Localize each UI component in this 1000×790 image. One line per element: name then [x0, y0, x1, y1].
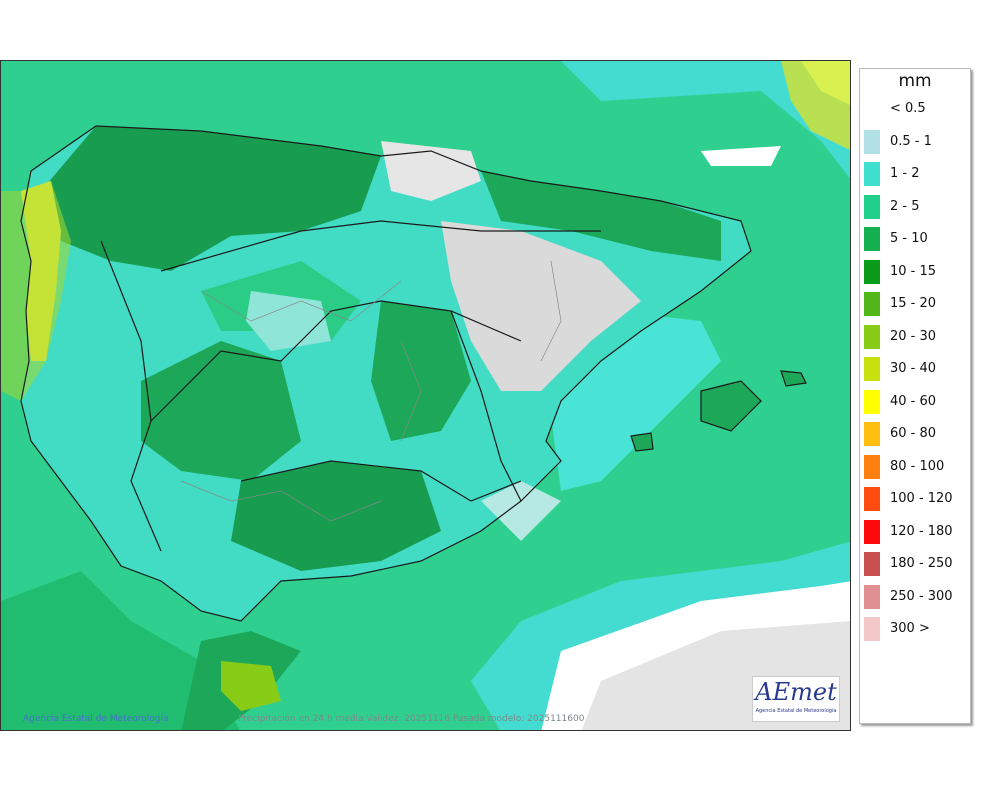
legend-label: 10 - 15: [890, 263, 937, 279]
validity-text: Precipitación en 24 h media Validez: 202…: [238, 714, 585, 724]
credit-text: Agencia Estatal de Meteorología: [23, 714, 169, 724]
legend-swatch: [864, 97, 880, 121]
legend-label: 15 - 20: [890, 296, 937, 311]
legend-swatch: [864, 552, 880, 576]
legend-swatch: [864, 422, 880, 446]
legend-label: 5 - 10: [890, 231, 928, 246]
legend-label: 0.5 - 1: [890, 133, 932, 149]
legend-unit: mm: [898, 71, 932, 91]
map-graphic: [1, 61, 850, 730]
legend-swatch: [864, 194, 880, 219]
legend-swatch: [864, 227, 880, 251]
legend-label: 300 >: [890, 621, 930, 636]
legend-swatch: [864, 129, 880, 154]
legend-label: < 0.5: [890, 101, 926, 116]
legend-label: 1 - 2: [890, 166, 920, 181]
legend-label: 250 - 300: [890, 588, 953, 604]
precipitation-map: Agencia Estatal de Meteorología Precipit…: [0, 60, 851, 731]
legend-label: 2 - 5: [890, 198, 920, 214]
legend-label: 120 - 180: [890, 523, 953, 539]
legend-label: 40 - 60: [890, 393, 937, 409]
legend-swatch: [864, 162, 880, 186]
legend-swatch: [864, 357, 880, 381]
legend-label: 180 - 250: [890, 556, 953, 571]
legend-label: 80 - 100: [890, 458, 945, 474]
logo-subtitle: Agencia Estatal de Meteorología: [755, 708, 837, 714]
legend-label: 20 - 30: [890, 328, 937, 344]
legend-swatch: [864, 617, 880, 641]
legend-panel: mm < 0.5 0.5 - 1 1 - 2 2 - 5 5 - 10 10 - 15 15…: [859, 68, 971, 724]
legend-label: 100 - 120: [890, 491, 953, 506]
legend-label: 30 - 40: [890, 361, 937, 376]
legend-swatch: [864, 584, 880, 609]
legend-swatch: [864, 324, 880, 349]
aemet-logo: AEmet Agencia Estatal de Meteorología: [752, 676, 840, 722]
legend-swatch: [864, 292, 880, 316]
legend-swatch: [864, 487, 880, 511]
logo-text: AEmet: [755, 678, 837, 706]
legend-label: 60 - 80: [890, 426, 937, 441]
legend-swatch: [864, 519, 880, 544]
legend-swatch: [864, 389, 880, 414]
legend-swatch: [864, 454, 880, 479]
legend-swatch: [864, 259, 880, 284]
